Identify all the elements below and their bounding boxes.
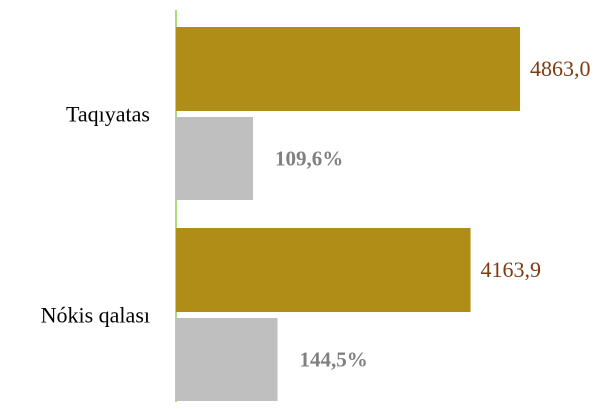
bar-percent [176,318,278,401]
data-label-value: 4863,0 [530,56,591,81]
category-labels-layer: Taqıyatas Nókis qalası [41,102,150,328]
category-label: Nókis qalası [41,303,150,328]
bar-value [176,228,471,312]
category-label: Taqıyatas [66,102,150,127]
data-label-percent: 144,5% [300,348,368,372]
bar-percent [176,117,253,200]
data-labels-layer: 4863,0 109,6% 4163,9 144,5% [275,56,591,372]
data-label-percent: 109,6% [275,147,343,171]
data-label-value: 4163,9 [481,257,541,282]
bars-layer [176,27,520,401]
bar-value [176,27,520,111]
